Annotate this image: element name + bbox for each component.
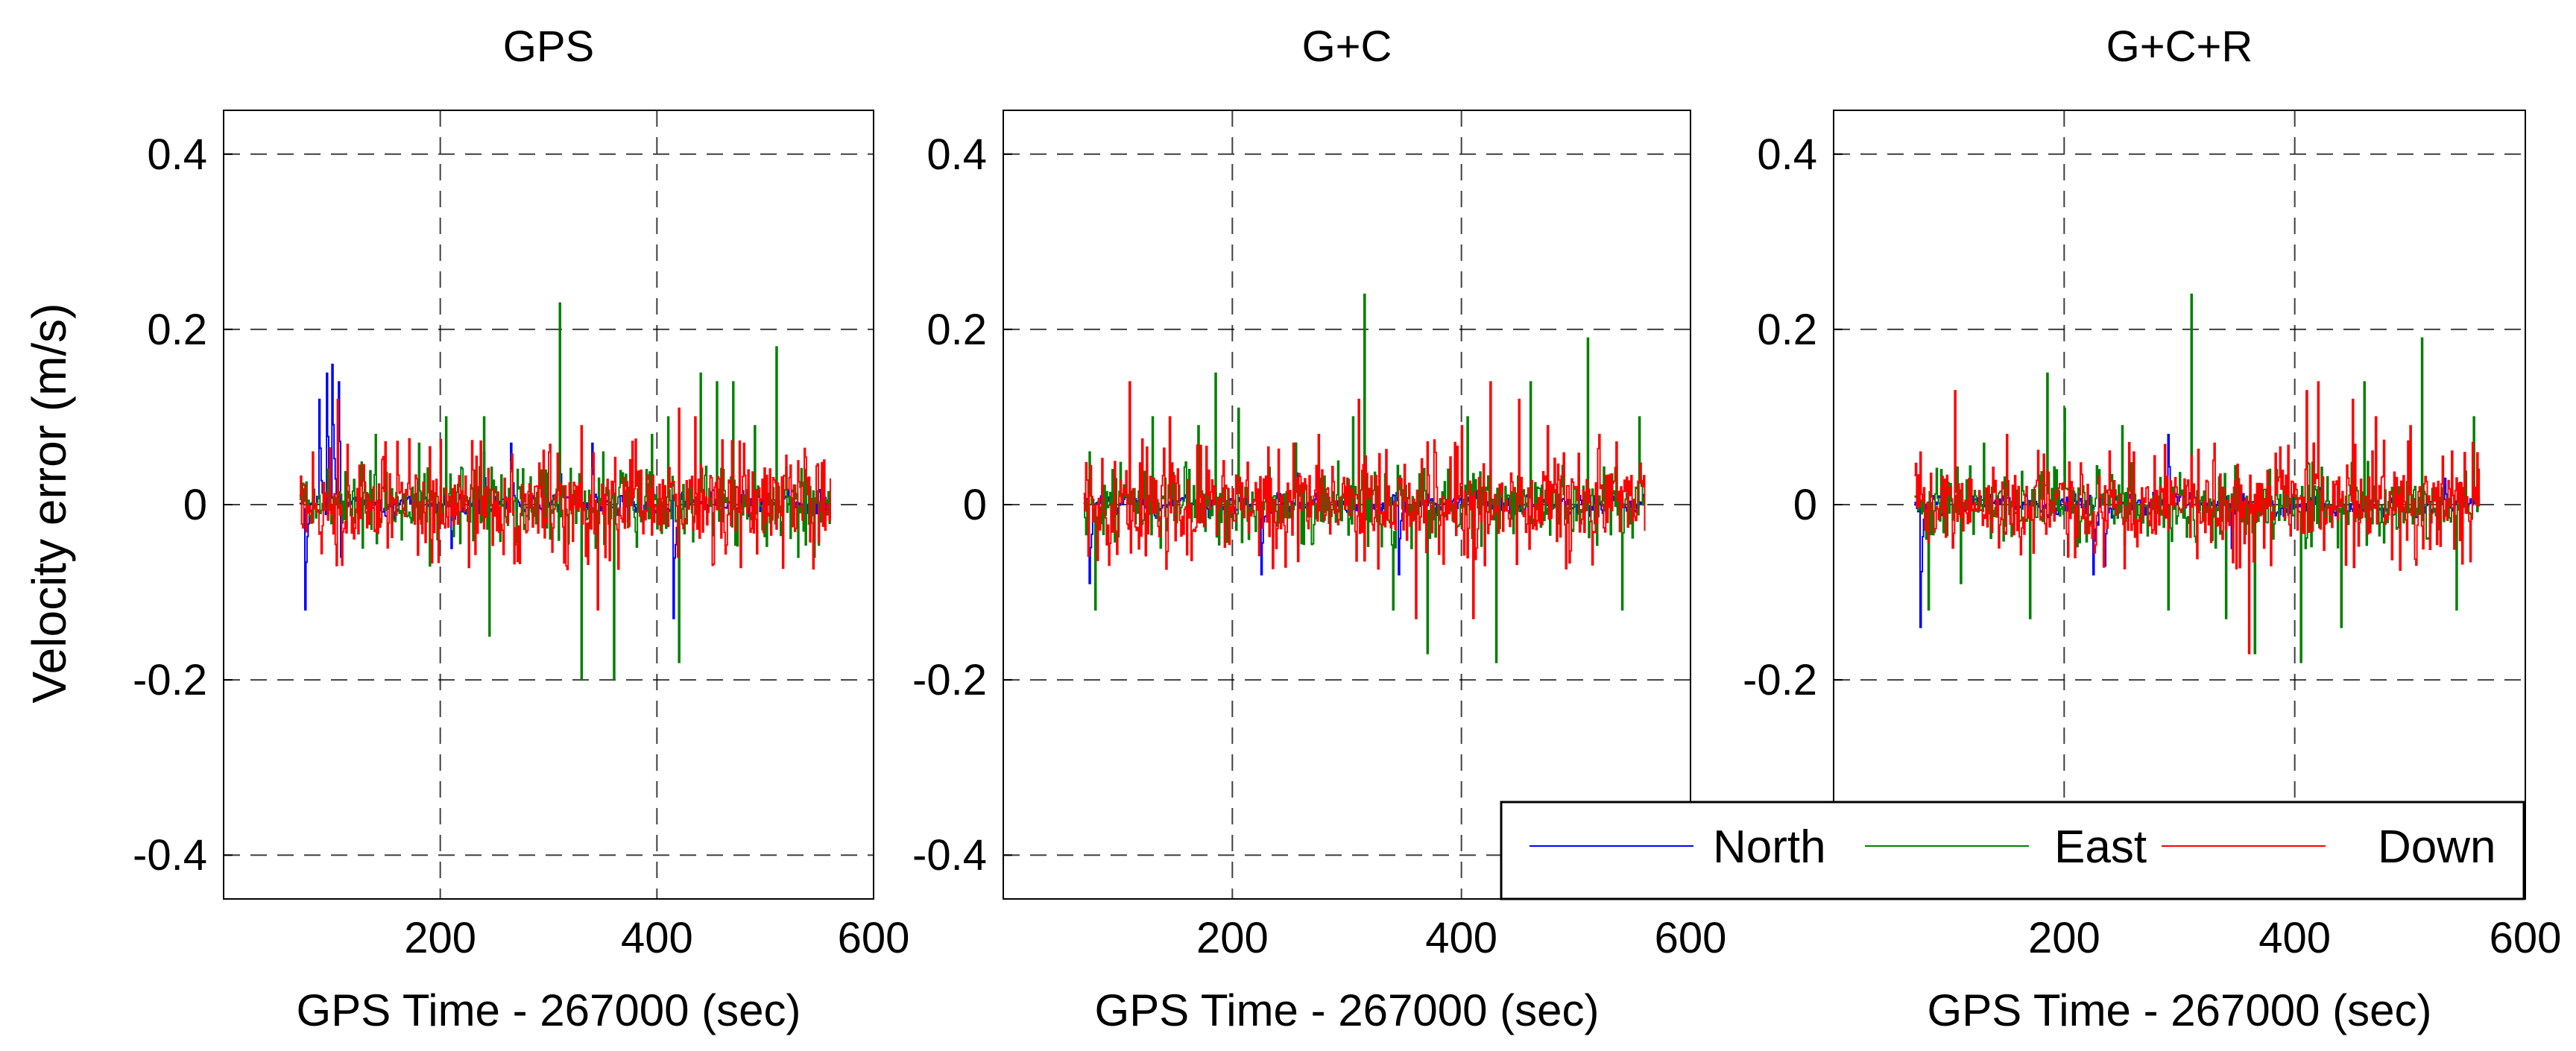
panel-title: G+C+R — [2106, 22, 2253, 71]
y-tick-label: 0 — [1793, 481, 1817, 529]
y-tick-label: 0.4 — [147, 130, 207, 179]
y-tick-label: 0.2 — [147, 306, 207, 354]
y-tick-label: 0.4 — [926, 130, 987, 179]
y-tick-label: 0.4 — [1757, 130, 1817, 179]
legend-box — [1500, 801, 2525, 900]
x-tick-label: 200 — [1196, 914, 1269, 962]
panel-g-plus-c: -0.4 -0.2 0 0.2 0.4 200 400 600 G+C GPS Time - 26… — [912, 22, 1726, 1035]
y-tick-label: -0.2 — [1743, 656, 1817, 704]
legend-label-east: East — [2054, 821, 2147, 873]
x-axis-label: GPS Time - 267000 (sec) — [1095, 985, 1600, 1035]
series-down — [1914, 381, 2481, 654]
y-tick-label: -0.2 — [133, 656, 207, 704]
x-tick-label: 400 — [621, 914, 693, 962]
x-tick-label: 600 — [1655, 914, 1727, 962]
y-tick-label: 0.2 — [1757, 306, 1817, 354]
y-tick-label: 0 — [963, 481, 987, 529]
panel-gps: -0.4 -0.2 0 0.2 0.4 200 400 600 GPS GPS Time - 26… — [133, 22, 909, 1035]
x-axis-label: GPS Time - 267000 (sec) — [1928, 985, 2432, 1035]
y-tick-label: -0.4 — [133, 831, 207, 880]
y-axis-label: Velocity error (m/s) — [22, 303, 76, 704]
x-tick-label: 400 — [2258, 914, 2331, 962]
legend-label-down: Down — [2378, 821, 2496, 873]
legend: North East Down — [1500, 801, 2525, 900]
legend-label-north: North — [1713, 821, 1826, 873]
x-axis-label: GPS Time - 267000 (sec) — [297, 985, 801, 1035]
panel-title: GPS — [503, 22, 595, 71]
x-tick-label: 600 — [838, 914, 910, 962]
x-tick-label: 200 — [404, 914, 476, 962]
y-tick-label: -0.4 — [912, 831, 987, 880]
panel-title: G+C — [1302, 22, 1392, 71]
y-tick-label: 0 — [183, 481, 207, 529]
x-tick-label: 600 — [2490, 914, 2562, 962]
x-tick-label: 200 — [2028, 914, 2100, 962]
y-tick-label: 0.2 — [926, 306, 987, 354]
x-tick-label: 400 — [1425, 914, 1497, 962]
y-tick-label: -0.2 — [912, 656, 987, 704]
series-down — [1083, 381, 1646, 619]
series-down — [299, 398, 831, 611]
